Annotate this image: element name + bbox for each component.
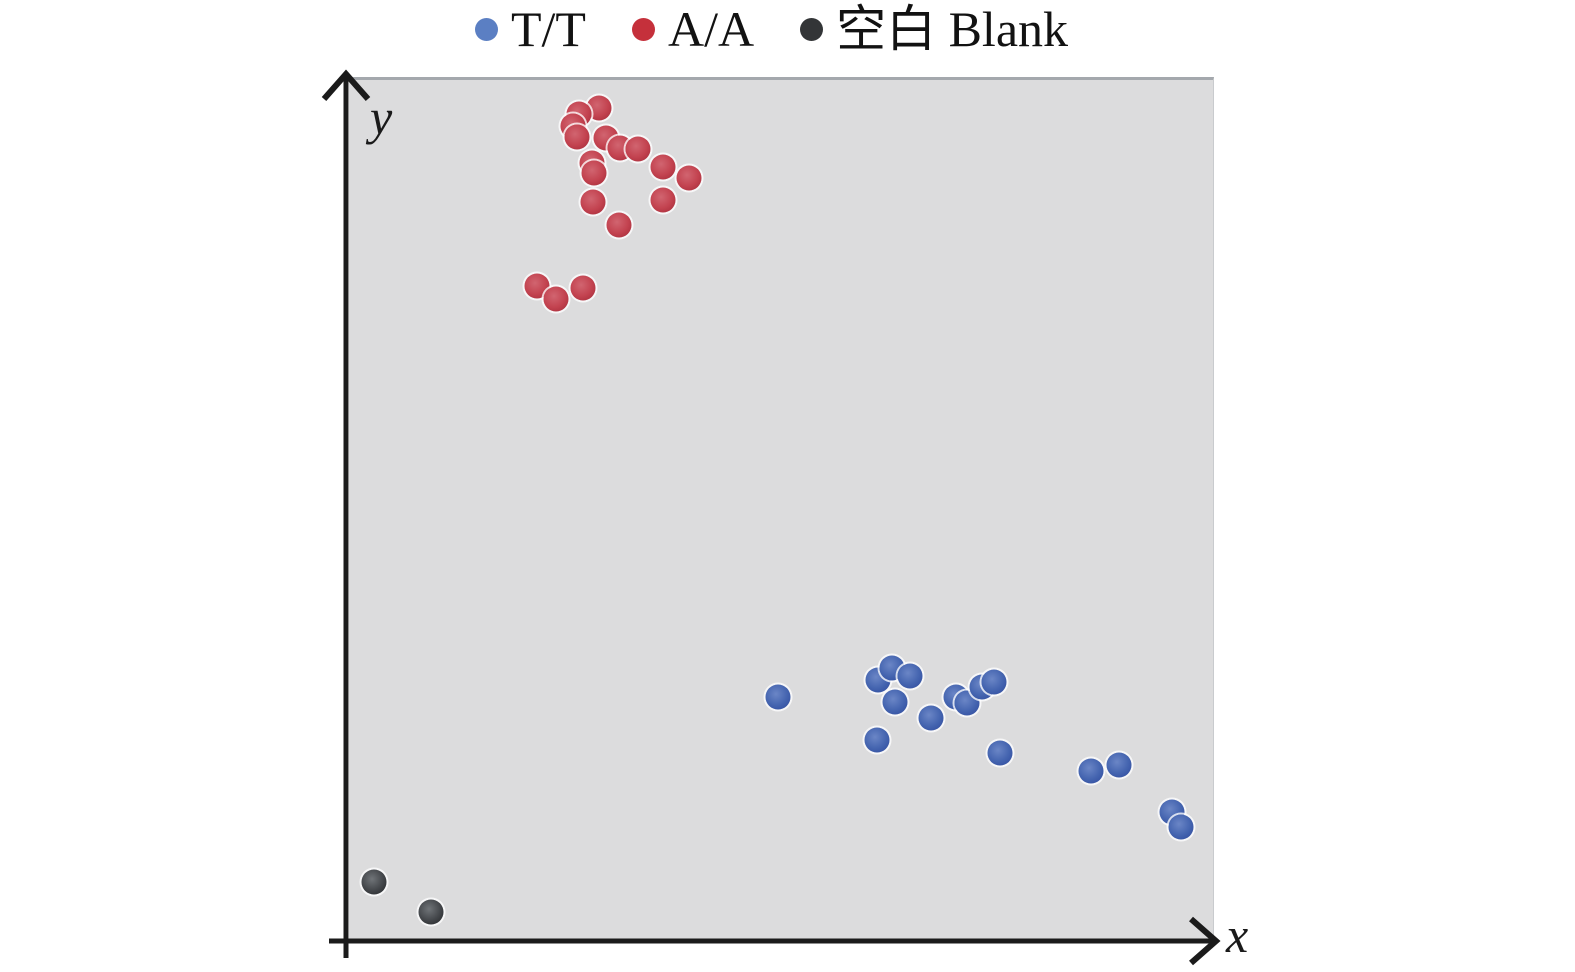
scatter-point-A/A [676,165,702,191]
plot-area [349,77,1214,940]
legend-item-tt: T/T [474,1,586,57]
scatter-point-T/T [1168,814,1194,840]
legend-label-tt: T/T [510,1,586,57]
legend-item-blank: 空白 Blank [800,2,1068,57]
scatter-points-layer [349,80,1213,940]
scatter-point-T/T [981,669,1007,695]
scatter-point-A/A [650,187,676,213]
scatter-point-T/T [918,705,944,731]
legend-dot-black-icon [800,18,824,41]
scatter-point-T/T [1078,758,1104,784]
scatter-point-A/A [625,136,651,162]
legend: T/T A/A 空白 Blank [0,2,1559,57]
scatter-point-空白 Blank [361,869,387,895]
scatter-point-T/T [864,727,890,753]
scatter-point-A/A [570,275,596,301]
x-axis-label: x [1226,907,1249,963]
scatter-point-T/T [1106,752,1132,778]
scatter-point-A/A [564,124,590,150]
scatter-point-A/A [543,286,569,312]
legend-dot-blue-icon [474,18,498,41]
legend-dot-red-icon [631,18,655,41]
scatter-point-T/T [897,663,923,689]
scatter-point-T/T [987,740,1013,766]
legend-item-aa: A/A [631,1,755,57]
scatter-point-A/A [650,154,676,180]
scatter-point-T/T [765,684,791,710]
legend-label-aa: A/A [667,1,755,57]
y-axis-label: y [370,89,393,145]
scatter-point-T/T [882,689,908,715]
scatter-point-A/A [606,212,632,238]
scatter-point-A/A [580,189,606,215]
scatter-point-A/A [581,160,607,186]
scatter-point-空白 Blank [418,899,444,925]
legend-label-blank: 空白 Blank [836,1,1069,57]
